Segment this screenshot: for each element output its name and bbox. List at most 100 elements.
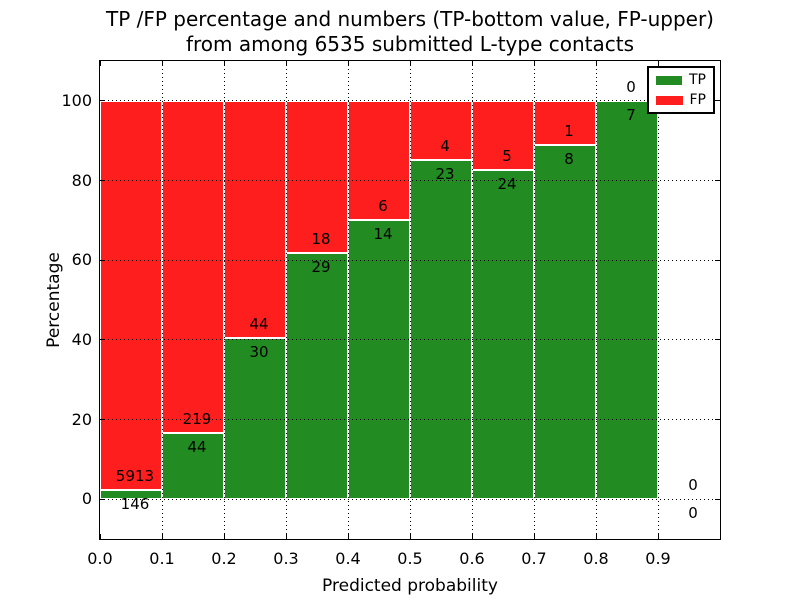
v-gridline	[347, 61, 349, 539]
fp-count-label: 6	[378, 197, 388, 216]
x-tick-mark-top	[657, 61, 659, 66]
x-tick-mark	[409, 534, 411, 539]
tp-count-label: 30	[249, 342, 269, 361]
legend-label-tp: TP	[689, 72, 706, 88]
x-tick-mark-top	[285, 61, 287, 66]
y-tick-mark-right	[715, 498, 720, 500]
fp-count-label: 18	[311, 230, 331, 249]
x-tick-mark	[161, 534, 163, 539]
bar-segment-fp	[224, 100, 286, 338]
v-gridline	[657, 61, 659, 539]
x-tick-mark-top	[409, 61, 411, 66]
legend: TP FP	[647, 66, 715, 114]
y-tick-mark	[100, 180, 105, 181]
y-tick-label: 80	[71, 170, 92, 190]
fp-count-label: 0	[688, 476, 698, 495]
x-tick-mark	[595, 534, 597, 539]
x-tick-mark-top	[223, 61, 225, 66]
x-tick-mark	[99, 534, 101, 539]
v-gridline	[409, 61, 411, 539]
x-tick-label: 0.9	[645, 549, 671, 568]
plot-area: 5913 146 219 44 44 30 18 29 6 14 4 23 5 24 1 8 0 7 0 0	[99, 60, 721, 540]
fp-count-label: 0	[626, 77, 636, 96]
bar-segment-fp	[100, 100, 162, 490]
v-gridline	[161, 61, 163, 539]
chart-title: TP /FP percentage and numbers (TP-bottom…	[100, 7, 720, 57]
bar-segment-tp	[596, 100, 658, 500]
legend-item-tp: TP	[656, 73, 706, 87]
x-tick-label: 0.7	[521, 549, 547, 568]
x-tick-mark	[285, 534, 287, 539]
x-tick-label: 0.2	[211, 549, 237, 568]
y-tick-mark-right	[715, 100, 720, 102]
x-tick-mark-top	[161, 61, 163, 66]
y-tick-mark-right	[715, 180, 720, 181]
y-tick-label: 60	[71, 250, 92, 270]
x-axis-label: Predicted probability	[322, 576, 498, 596]
y-tick-mark-right	[715, 339, 720, 341]
fp-count-label: 5	[502, 146, 512, 165]
fp-count-label: 44	[249, 314, 269, 333]
x-tick-mark-top	[99, 61, 101, 66]
x-tick-label: 0.0	[87, 549, 113, 568]
y-tick-label: 40	[71, 329, 92, 349]
bar-segment-fp	[162, 100, 224, 433]
x-tick-label: 0.1	[149, 549, 175, 568]
y-tick-label: 0	[81, 489, 92, 509]
x-tick-mark	[471, 534, 473, 539]
x-tick-label: 0.5	[397, 549, 423, 568]
fp-count-label: 4	[440, 136, 450, 155]
x-tick-label: 0.6	[459, 549, 485, 568]
y-tick-mark-right	[715, 419, 720, 420]
x-tick-mark-top	[533, 61, 535, 66]
x-tick-label: 0.8	[583, 549, 609, 568]
x-tick-mark	[223, 534, 225, 539]
bar-segment-fp	[410, 100, 472, 160]
bar-segment-tp	[534, 145, 596, 500]
bar-segment-tp	[224, 337, 286, 500]
fp-count-label: 219	[182, 409, 212, 428]
v-gridline	[471, 61, 473, 539]
v-gridline	[595, 61, 597, 539]
bar-segment-tp	[348, 220, 410, 500]
y-tick-mark	[100, 339, 105, 341]
tp-count-label: 0	[688, 504, 698, 523]
chart-title-line1: TP /FP percentage and numbers (TP-bottom…	[106, 7, 714, 31]
y-tick-mark	[100, 419, 105, 420]
tp-count-label: 146	[120, 494, 150, 513]
fp-color-swatch	[656, 95, 683, 105]
tp-count-label: 14	[373, 225, 393, 244]
y-tick-label: 20	[71, 409, 92, 429]
x-tick-label: 0.4	[335, 549, 361, 568]
y-tick-mark-right	[715, 259, 720, 261]
tp-color-swatch	[656, 75, 682, 85]
v-gridline	[533, 61, 535, 539]
tp-count-label: 7	[626, 105, 636, 124]
tp-count-label: 24	[497, 174, 517, 193]
y-tick-mark	[100, 498, 105, 500]
y-tick-mark	[100, 259, 105, 261]
bar-segment-tp	[286, 253, 348, 500]
v-gridline	[285, 61, 287, 539]
tp-count-label: 23	[435, 164, 455, 183]
tp-count-label: 44	[187, 437, 207, 456]
chart-title-line2: from among 6535 submitted L-type contact…	[185, 32, 635, 56]
bar-segment-fp	[534, 100, 596, 146]
fp-count-label: 5913	[115, 466, 155, 485]
v-gridline	[223, 61, 225, 539]
x-tick-mark-top	[347, 61, 349, 66]
tp-count-label: 29	[311, 258, 331, 277]
y-tick-mark	[100, 100, 105, 102]
x-tick-mark-top	[471, 61, 473, 66]
tp-count-label: 8	[564, 150, 574, 169]
x-tick-mark	[657, 534, 659, 539]
y-tick-label: 100	[61, 90, 92, 110]
x-tick-mark	[533, 534, 535, 539]
legend-item-fp: FP	[656, 93, 706, 107]
x-tick-mark	[347, 534, 349, 539]
x-tick-mark-top	[595, 61, 597, 66]
bar-segment-tp	[410, 159, 472, 500]
fp-count-label: 1	[564, 122, 574, 141]
x-tick-label: 0.3	[273, 549, 299, 568]
